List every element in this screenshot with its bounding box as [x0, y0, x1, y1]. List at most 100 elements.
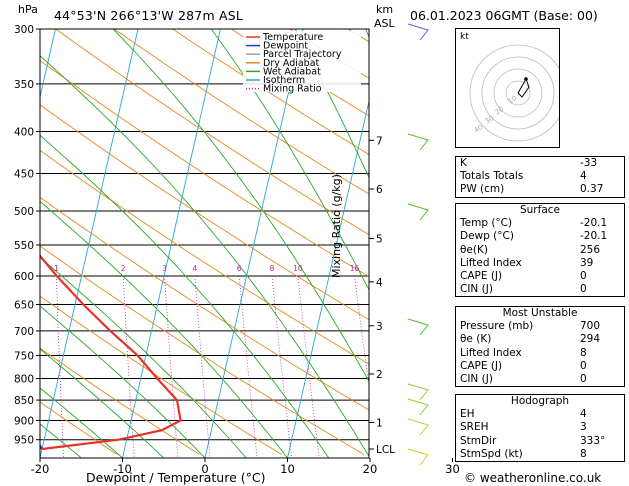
km-tick-label: 2	[376, 369, 383, 381]
km-tick-label: LCL	[376, 444, 395, 456]
km-tick-label: 1	[376, 417, 383, 429]
index-label: Totals Totals	[460, 170, 524, 183]
hodograph-label: SREH	[460, 421, 489, 434]
legend-entry: Parcel Trajectory	[263, 49, 342, 60]
index-row: Totals Totals 4	[456, 170, 624, 183]
wet-adiabat-line	[40, 387, 123, 458]
km-tick-label: 4	[376, 277, 383, 289]
mixing-ratio-line	[194, 275, 211, 458]
x-tick-label: 30	[445, 462, 460, 476]
dry-adiabat-line	[40, 347, 200, 455]
hpa-label: hPa	[18, 3, 38, 16]
index-row: K -33	[456, 157, 624, 170]
most-unstable-value: 294	[580, 333, 601, 346]
hodograph-value: 333°	[580, 434, 606, 447]
wet-adiabat-line	[40, 134, 330, 458]
isotherm-line	[204, 29, 304, 458]
surface-value: -20.1	[580, 217, 608, 230]
hodograph-row: SREH 3	[456, 421, 624, 434]
most-unstable-value: 700	[580, 320, 601, 333]
index-row: PW (cm) 0.37	[456, 183, 624, 196]
surface-row: Dewp (°C) -20.1	[456, 230, 624, 243]
y-tick-label: 650	[14, 300, 34, 312]
wind-barb	[407, 133, 429, 151]
surface-label: Dewp (°C)	[460, 230, 514, 243]
hodograph-label: StmDir	[460, 434, 497, 447]
wind-barb	[407, 398, 429, 416]
y-tick-label: 700	[14, 326, 34, 338]
dry-adiabat-line	[55, 29, 369, 236]
hodo-ring-label-30: 30	[484, 114, 496, 126]
km-tick-label: 7	[376, 135, 383, 147]
y-tick-label: 550	[14, 240, 34, 252]
y-tick-label: 950	[14, 435, 34, 447]
most-unstable-label: Lifted Index	[460, 346, 522, 359]
asl-label: ASL	[374, 17, 395, 30]
surface-row: θe(K) 256	[456, 244, 624, 257]
surface-label: CAPE (J)	[460, 270, 503, 283]
x-tick-label: 20	[363, 462, 378, 476]
dry-adiabat-line	[40, 245, 365, 455]
index-value: -33	[580, 157, 598, 169]
wet-adiabat-line	[40, 305, 206, 458]
location-title: 44°53'N 266°13'W 287m ASL	[54, 8, 244, 23]
most-unstable-row: Pressure (mb) 700	[456, 320, 624, 333]
index-label: K	[460, 157, 467, 169]
y-tick-label: 600	[14, 271, 34, 283]
mixing-ratio-label: 20	[377, 264, 387, 273]
isotherm-line	[40, 29, 139, 458]
surface-value: 256	[580, 243, 601, 256]
wet-adiabat-line	[294, 29, 369, 179]
y-tick-label: 450	[14, 168, 34, 180]
hodograph-label: EH	[460, 408, 475, 421]
surface-label: CIN (J)	[460, 283, 493, 296]
y-tick-label: 400	[14, 127, 34, 139]
surface-label: Temp (°C)	[460, 217, 513, 230]
dry-adiabat-line	[114, 29, 369, 195]
legend-background	[243, 31, 361, 92]
surface-panel: Surface Temp (°C) -20.1 Dewp (°C) -20.1 θe(K…	[455, 203, 625, 298]
wind-barbs	[407, 23, 429, 466]
dry-adiabat-line	[40, 59, 369, 278]
mixing-ratio-label: 25	[406, 264, 416, 273]
hodo-ring-label-40: 40	[473, 123, 485, 135]
x-axis-title: Dewpoint / Temperature (°C)	[86, 470, 266, 485]
datetime-title: 06.01.2023 06GMT (Base: 00)	[410, 8, 598, 23]
wind-barb	[407, 383, 429, 401]
mixing-ratio-label: 6	[237, 264, 242, 273]
km-tick-label: 3	[376, 321, 383, 333]
surface-title: Surface	[519, 204, 560, 216]
dry-adiabat-line	[40, 196, 369, 411]
x-tick-label: -20	[31, 462, 50, 476]
y-tick-label: 300	[14, 24, 34, 36]
indices-panel: K -33 Totals Totals 4 PW (cm) 0.37	[455, 156, 625, 198]
mixing-ratio-line	[411, 276, 440, 458]
wet-adiabat-line	[40, 55, 369, 458]
mixing-ratio-label: 8	[270, 264, 275, 273]
most-unstable-label: θe (K)	[460, 333, 492, 346]
y-tick-label: 750	[14, 350, 34, 362]
most-unstable-row: θe (K) 294	[456, 333, 624, 346]
wind-barb	[407, 418, 429, 436]
y-tick-label: 800	[14, 373, 34, 385]
mixing-ratio-label: 3	[162, 264, 167, 273]
most-unstable-row: CAPE (J) 0	[456, 360, 624, 373]
hodograph-label: StmSpd (kt)	[460, 447, 523, 460]
hodograph-value: 3	[580, 421, 587, 434]
wind-barb	[407, 448, 429, 466]
hodograph-title: Hodograph	[510, 395, 570, 407]
y-tick-label: 350	[14, 79, 34, 91]
temperature-line	[40, 254, 182, 451]
wind-barb	[407, 203, 429, 221]
hodograph-panel: Hodograph EH 4 SREH 3 StmDir 333° StmSpd (kt) 8	[455, 394, 625, 463]
most-unstable-title: Most Unstable	[502, 307, 578, 319]
surface-label: θe(K)	[460, 243, 488, 256]
dry-adiabat-line	[172, 29, 369, 155]
copyright: © weatheronline.co.uk	[464, 471, 602, 485]
hodo-ring-label-10: 10	[507, 94, 519, 106]
index-label: PW (cm)	[460, 183, 505, 196]
x-tick-label: 0	[201, 462, 208, 476]
hodograph-value: 8	[580, 447, 587, 460]
wind-barb	[407, 23, 429, 41]
